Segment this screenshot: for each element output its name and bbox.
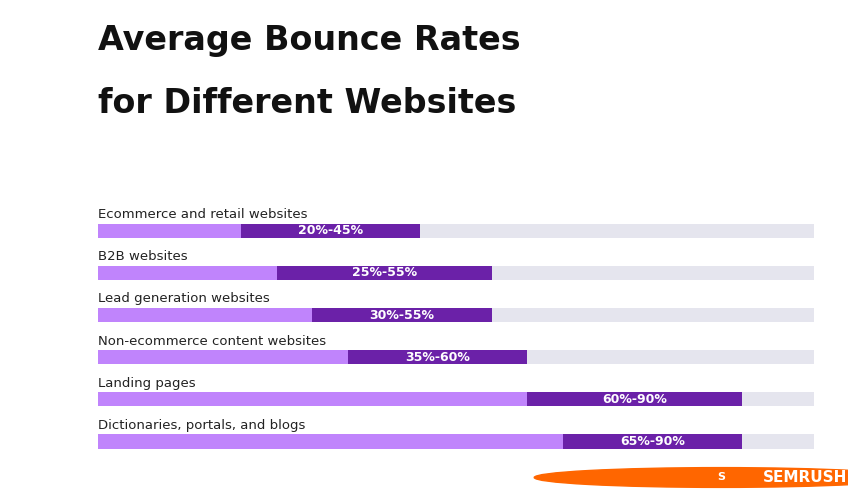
Text: Lead generation websites: Lead generation websites (98, 292, 270, 306)
Text: Dictionaries, portals, and blogs: Dictionaries, portals, and blogs (98, 418, 305, 432)
FancyBboxPatch shape (98, 308, 312, 322)
Text: Ecommerce and retail websites: Ecommerce and retail websites (98, 208, 307, 222)
FancyBboxPatch shape (98, 224, 241, 238)
Text: 25%-55%: 25%-55% (352, 266, 416, 280)
FancyBboxPatch shape (563, 434, 743, 448)
FancyBboxPatch shape (98, 308, 814, 322)
Circle shape (534, 468, 848, 487)
Text: semrush.com: semrush.com (34, 471, 119, 484)
FancyBboxPatch shape (98, 392, 814, 406)
FancyBboxPatch shape (98, 266, 276, 280)
FancyBboxPatch shape (349, 350, 527, 364)
FancyBboxPatch shape (98, 434, 563, 448)
Text: Average Bounce Rates: Average Bounce Rates (98, 24, 520, 56)
Text: B2B websites: B2B websites (98, 250, 187, 264)
FancyBboxPatch shape (98, 392, 527, 406)
FancyBboxPatch shape (98, 350, 814, 364)
Text: S: S (717, 472, 725, 482)
FancyBboxPatch shape (312, 308, 492, 322)
FancyBboxPatch shape (276, 266, 492, 280)
FancyBboxPatch shape (241, 224, 420, 238)
Text: 65%-90%: 65%-90% (621, 434, 685, 448)
FancyBboxPatch shape (98, 266, 814, 280)
Text: 35%-60%: 35%-60% (405, 350, 471, 364)
Text: for Different Websites: for Different Websites (98, 87, 516, 120)
Text: SEMRUSH: SEMRUSH (763, 470, 847, 485)
Text: 30%-55%: 30%-55% (370, 308, 434, 322)
Text: 20%-45%: 20%-45% (298, 224, 363, 237)
FancyBboxPatch shape (98, 434, 814, 448)
Text: 60%-90%: 60%-90% (602, 392, 667, 406)
Text: Non-ecommerce content websites: Non-ecommerce content websites (98, 334, 326, 347)
FancyBboxPatch shape (98, 224, 814, 238)
FancyBboxPatch shape (98, 350, 349, 364)
FancyBboxPatch shape (527, 392, 743, 406)
Text: Landing pages: Landing pages (98, 376, 195, 390)
